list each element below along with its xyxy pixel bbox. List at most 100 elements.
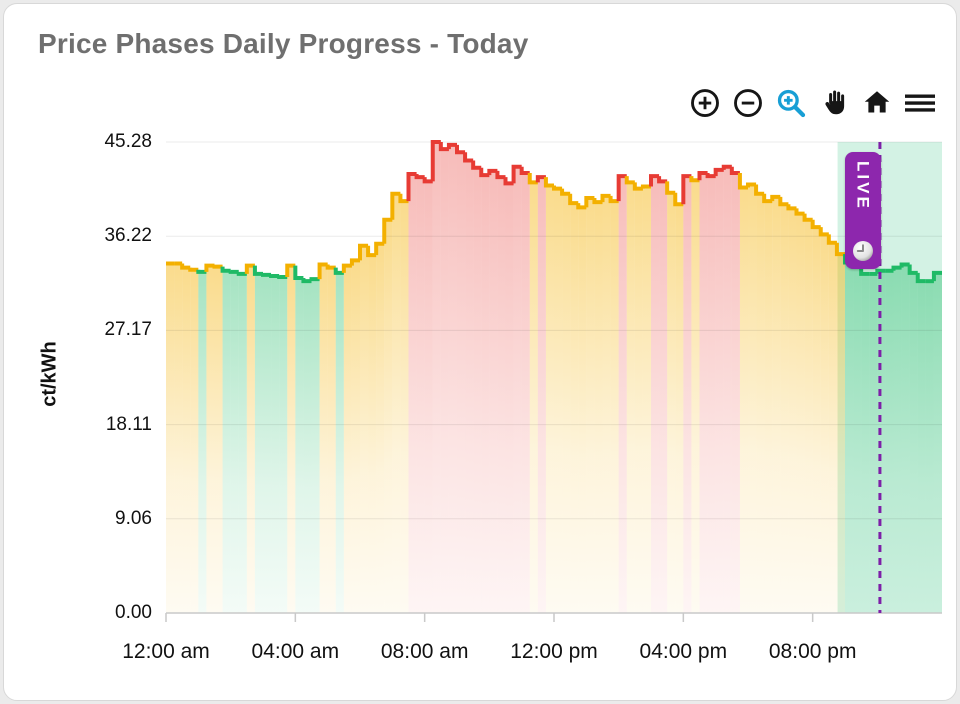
price-step-line: [600, 193, 611, 203]
price-step-line: [277, 275, 288, 280]
price-step-line: [414, 174, 425, 180]
price-step-line: [681, 174, 692, 205]
price-step-line: [438, 142, 449, 152]
box-zoom-icon: [777, 89, 806, 118]
hamburger-menu-icon: [905, 94, 935, 112]
zoom-in-button[interactable]: [689, 87, 721, 119]
price-step-line: [358, 243, 369, 261]
price-step-line: [463, 152, 474, 163]
phase-fill: [392, 193, 401, 613]
phase-fill: [376, 243, 385, 613]
live-badge-label: LIVE: [853, 161, 873, 211]
price-step-line: [624, 176, 635, 185]
phase-fill: [448, 144, 457, 613]
phase-fill: [610, 201, 619, 613]
phase-fill: [537, 177, 546, 613]
phase-fill: [739, 187, 748, 613]
price-step-line: [543, 177, 554, 188]
price-step-line: [584, 195, 595, 208]
phase-fill: [885, 270, 894, 613]
phase-fill: [497, 177, 506, 613]
price-step-line: [689, 176, 700, 183]
price-step-line: [455, 144, 466, 155]
phase-fill: [513, 166, 522, 613]
price-step-line: [180, 263, 191, 270]
phase-fill: [246, 265, 255, 613]
phase-fill: [651, 176, 660, 613]
price-step-line: [649, 174, 660, 187]
phase-fill: [457, 152, 466, 613]
price-step-line: [446, 142, 457, 150]
price-step-line: [665, 181, 676, 195]
price-step-line: [705, 172, 716, 179]
price-step-line: [608, 195, 619, 204]
price-step-line: [746, 182, 757, 188]
box-zoom-button[interactable]: [775, 87, 807, 119]
phase-fill: [578, 207, 587, 613]
phase-fill: [845, 262, 854, 613]
price-step-line: [762, 193, 773, 204]
phase-fill: [360, 245, 369, 613]
price-step-line: [673, 192, 684, 207]
price-step-line: [907, 264, 918, 275]
price-step-line: [430, 140, 441, 182]
phase-fill: [263, 274, 272, 613]
price-step-line: [640, 184, 651, 189]
phase-fill: [683, 176, 692, 613]
phase-fill: [586, 197, 595, 613]
price-step-line: [495, 170, 506, 180]
phase-fill: [424, 181, 433, 614]
phase-fill: [489, 170, 498, 613]
phase-fill: [909, 272, 918, 613]
phase-fill: [828, 242, 837, 614]
phase-fill: [295, 278, 304, 613]
price-step-line: [471, 160, 482, 170]
price-step-line: [236, 271, 247, 276]
menu-button[interactable]: [904, 87, 936, 119]
reset-home-button[interactable]: [861, 87, 893, 119]
phase-fill: [731, 172, 740, 613]
pan-button[interactable]: [818, 87, 850, 119]
price-step-line: [366, 245, 377, 258]
phase-fill: [675, 204, 684, 614]
chart-toolbar: [689, 87, 936, 119]
price-step-line: [479, 167, 490, 178]
phase-fill: [594, 202, 603, 613]
price-step-line: [196, 269, 207, 274]
phase-fill: [699, 172, 708, 613]
phase-fill: [788, 208, 797, 614]
price-step-line: [915, 272, 926, 284]
price-phase-chart[interactable]: [4, 4, 957, 701]
price-step-line: [301, 278, 312, 284]
phase-fill: [772, 196, 781, 614]
phase-fill: [618, 176, 627, 613]
phase-fill: [505, 183, 514, 614]
phase-fill: [933, 272, 942, 613]
phase-fill: [214, 266, 223, 613]
price-step-line: [269, 273, 280, 278]
chart-title: Price Phases Daily Progress - Today: [38, 28, 529, 59]
chart-card: Price Phases Daily Progress - Today: [3, 3, 957, 701]
price-step-line: [729, 166, 740, 175]
phase-fill: [432, 142, 441, 613]
phase-fill: [764, 201, 773, 613]
price-step-line: [317, 262, 328, 280]
phase-fill: [917, 281, 926, 613]
price-step-line: [285, 263, 296, 278]
phase-fill: [715, 169, 724, 614]
clock-icon: [853, 241, 873, 261]
live-badge: LIVE: [845, 152, 881, 269]
phase-fill: [853, 266, 862, 613]
phase-fill: [804, 219, 813, 614]
price-step-line: [374, 241, 385, 256]
price-step-line: [794, 208, 805, 216]
phase-fill: [254, 273, 263, 613]
price-step-line: [511, 164, 522, 184]
phase-fill: [384, 219, 393, 614]
zoom-out-button[interactable]: [732, 87, 764, 119]
zoom-in-icon: [691, 89, 719, 117]
price-step-line: [931, 270, 942, 282]
price-step-line: [592, 197, 603, 205]
zoom-out-icon: [734, 89, 762, 117]
plot-area[interactable]: 45.28 36.22 27.17 18.11 9.06 0.00 12:00 am 04:0…: [4, 4, 956, 700]
